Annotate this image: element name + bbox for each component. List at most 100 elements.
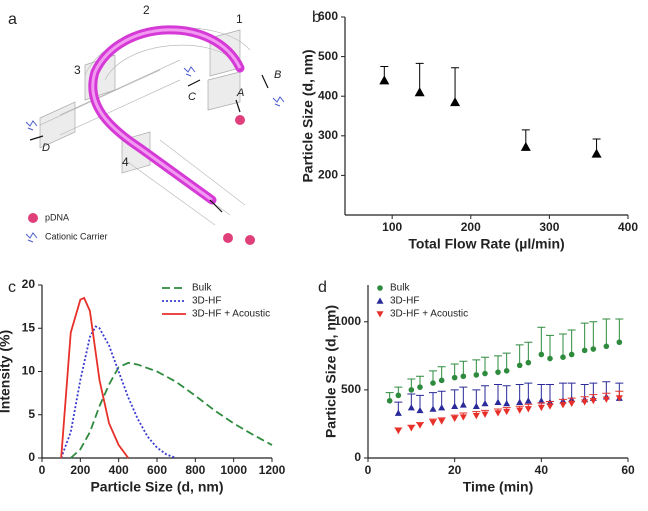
point: [547, 355, 553, 362]
x-axis-title: Total Flow Rate (µl/min): [408, 236, 564, 252]
point: [524, 397, 532, 404]
legend-label: 3D-HF: [192, 296, 221, 307]
point: [429, 405, 437, 412]
point: [482, 370, 488, 377]
point: [568, 400, 576, 408]
point: [459, 401, 467, 408]
x-tick-label: 800: [185, 463, 205, 477]
y-tick-label: 1000: [334, 314, 361, 328]
x-tick-label: 20: [448, 463, 462, 477]
x-tick-label: 200: [461, 220, 481, 234]
y-tick-label: 500: [318, 49, 338, 63]
panel-label: a: [8, 11, 17, 28]
error-bar: [615, 318, 624, 343]
device-diagram: a 1 2 3 4 A B C D pDNA Cationic Carrier: [8, 3, 285, 245]
point: [438, 418, 446, 425]
point: [451, 374, 458, 381]
point: [416, 422, 424, 429]
y-tick-label: 0: [354, 450, 361, 464]
x-tick-label: 0: [365, 463, 372, 477]
point: [429, 419, 437, 427]
legend-label: Cationic Carrier: [45, 231, 108, 241]
point: [503, 408, 511, 416]
point: [395, 392, 402, 399]
line: [60, 325, 177, 459]
diagram-label: 4: [122, 155, 129, 169]
legend-label: Bulk: [390, 283, 410, 294]
point: [495, 369, 501, 375]
point: [516, 407, 524, 414]
error-bar: [589, 321, 598, 350]
error-bar: [567, 329, 576, 355]
x-axis-title: Particle Size (d, nm): [90, 479, 223, 495]
point: [546, 403, 554, 410]
point: [438, 377, 445, 384]
x-tick-label: 300: [539, 220, 559, 234]
legend-label: 3D-HF + Acoustic: [390, 309, 468, 320]
point: [516, 362, 523, 369]
x-tick-label: 600: [147, 463, 167, 477]
point: [537, 404, 545, 412]
legend-swatch: [377, 285, 383, 291]
diagram-label: 1: [236, 12, 243, 26]
legend-label: 3D-HF + Acoustic: [192, 309, 270, 320]
point: [603, 343, 610, 350]
y-tick-label: 10: [22, 364, 36, 378]
x-tick-label: 40: [535, 463, 549, 477]
legend-label: Bulk: [192, 283, 212, 294]
point: [414, 87, 425, 97]
line: [60, 296, 129, 459]
point: [407, 425, 415, 432]
point: [615, 395, 623, 402]
carrier-icon: [25, 66, 285, 243]
error-bar: [559, 333, 567, 358]
point: [472, 402, 480, 410]
y-axis-title: Particle Size (d, nm): [300, 49, 316, 182]
point: [538, 351, 545, 358]
point: [408, 387, 415, 393]
x-tick-label: 60: [621, 463, 635, 477]
point: [438, 404, 446, 411]
legend-label: pDNA: [45, 212, 69, 222]
point: [450, 97, 461, 107]
y-axis-title: Intensity (%): [0, 330, 13, 413]
x-tick-label: 1000: [220, 463, 247, 477]
diagram-label: 2: [143, 3, 150, 17]
error-bar: [524, 341, 533, 363]
x-tick-label: 400: [109, 463, 129, 477]
point: [394, 409, 402, 416]
y-tick-label: 0: [28, 450, 35, 464]
diagram-label: 3: [74, 63, 81, 77]
point: [524, 406, 532, 413]
point: [394, 427, 402, 435]
point: [451, 415, 459, 422]
point: [481, 411, 489, 418]
point: [494, 410, 502, 417]
point: [589, 397, 597, 405]
y-tick-label: 400: [318, 88, 338, 102]
line: [70, 361, 273, 459]
point: [602, 396, 610, 403]
error-bar: [515, 344, 524, 366]
y-tick-label: 500: [341, 382, 361, 396]
error-bar: [537, 326, 546, 355]
point: [473, 372, 480, 378]
point: [430, 380, 436, 386]
error-bar: [602, 318, 611, 347]
point: [451, 402, 459, 410]
panel-label: b: [312, 9, 321, 26]
point: [416, 406, 424, 414]
point: [568, 351, 575, 358]
y-tick-label: 5: [28, 407, 35, 421]
point: [581, 399, 589, 406]
panel-label: d: [318, 279, 327, 296]
legend-swatch: [376, 311, 384, 318]
inlet-box: [207, 71, 241, 111]
point: [386, 397, 393, 404]
diagram-label: C: [188, 91, 196, 103]
point: [503, 400, 511, 407]
x-tick-label: 1200: [259, 463, 286, 477]
point: [559, 402, 567, 409]
arrow: [29, 74, 269, 213]
